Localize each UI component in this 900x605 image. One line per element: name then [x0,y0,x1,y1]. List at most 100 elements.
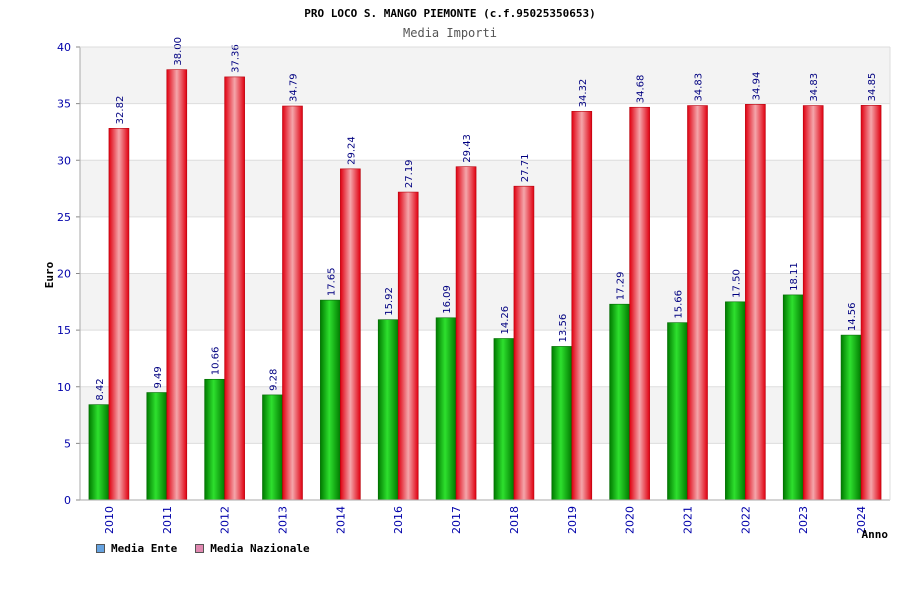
x-tick-label: 2014 [334,506,347,534]
legend-item-media-ente: Media Ente [96,542,177,555]
bar-media-nazionale-2016 [397,191,419,501]
x-tick-label: 2024 [855,506,868,534]
x-tick-label: 2010 [103,506,116,534]
y-tick-label: 35 [57,98,71,111]
data-label: 29.43 [462,134,473,163]
x-tick-label: 2016 [392,506,405,534]
legend-label-media-ente: Media Ente [111,542,178,555]
data-label: 27.71 [520,154,531,183]
x-tick-label: 2023 [797,506,810,534]
legend-label-media-nazionale: Media Nazionale [210,542,310,555]
x-tick-label: 2011 [161,506,174,534]
x-axis-label: Anno [862,528,889,541]
bar-media-ente-2019 [551,346,573,501]
bar-media-ente-2017 [435,317,457,501]
bar-media-ente-2013 [262,394,283,501]
data-label: 15.92 [384,287,395,316]
legend-item-media-nazionale: Media Nazionale [195,542,310,555]
data-label: 9.49 [153,366,164,388]
data-label: 34.83 [809,73,820,102]
bar-media-nazionale-2020 [629,106,650,501]
bar-media-nazionale-2018 [513,185,535,501]
plot-band [80,443,890,500]
data-label: 34.83 [694,73,705,102]
bar-media-ente-2020 [609,303,630,501]
y-tick-label: 40 [57,41,71,54]
x-tick-label: 2019 [566,506,579,534]
data-label: 13.56 [558,314,569,343]
x-tick-label: 2018 [508,506,521,534]
data-label: 8.42 [95,378,106,400]
bar-media-ente-2014 [320,299,341,501]
chart-title: PRO LOCO S. MANGO PIEMONTE (c.f.95025350… [304,7,595,20]
y-tick-label: 10 [57,381,71,394]
y-tick-label: 5 [64,437,71,450]
legend: Media Ente Media Nazionale [96,542,310,555]
data-label: 34.94 [751,72,762,101]
data-label: 34.68 [636,75,647,104]
bar-media-ente-2011 [146,392,168,501]
data-label: 29.24 [346,136,357,165]
legend-swatch-media-nazionale [195,544,205,553]
data-label: 38.00 [173,37,184,66]
plot-band [80,386,890,444]
bar-media-nazionale-2012 [224,76,245,501]
y-tick-label: 25 [57,211,71,224]
x-tick-label: 2020 [624,506,637,534]
data-label: 15.66 [674,290,685,319]
bar-media-ente-2023 [782,294,804,501]
x-tick-label: 2012 [219,506,232,534]
bar-media-ente-2021 [667,322,688,501]
y-tick-label: 20 [57,268,71,281]
bar-media-ente-2010 [88,404,110,501]
x-tick-label: 2017 [450,506,463,534]
data-label: 34.79 [289,73,300,102]
plot-band [80,330,890,387]
bar-media-nazionale-2011 [166,69,188,501]
bar-media-ente-2024 [840,334,862,501]
data-label: 27.19 [404,159,415,188]
bar-media-ente-2016 [377,319,399,501]
chart-subtitle: Media Importi [403,26,497,40]
bars: 8.42 32.82 9.49 38.00 10.66 37.36 9.28 34.79 17.… [88,37,882,501]
data-label: 10.66 [211,347,222,376]
data-label: 37.36 [231,44,242,73]
data-label: 14.56 [847,302,858,331]
data-label: 34.32 [578,79,589,108]
data-label: 9.28 [269,369,280,391]
data-label: 17.50 [731,269,742,298]
bar-media-nazionale-2024 [860,105,882,501]
legend-swatch-media-ente [96,544,105,553]
bar-media-nazionale-2023 [802,105,824,501]
bar-media-ente-2018 [493,338,515,501]
plot-band [80,273,890,331]
plot-band [80,216,890,274]
bar-media-nazionale-2017 [455,166,477,501]
x-tick-label: 2013 [277,506,290,534]
data-label: 17.65 [326,267,337,296]
bar-media-nazionale-2010 [108,128,130,501]
y-axis-label: Euro [43,261,56,288]
bar-media-ente-2022 [725,301,746,501]
x-tick-label: 2021 [682,506,695,534]
data-label: 16.09 [442,285,453,314]
data-label: 14.26 [500,306,511,335]
plot-band [80,103,890,161]
y-tick-label: 0 [64,494,71,507]
bar-media-nazionale-2022 [745,104,766,501]
x-tick-label: 2022 [739,506,752,534]
data-label: 32.82 [115,96,126,125]
data-label: 34.85 [867,73,878,102]
bar-media-nazionale-2013 [282,105,303,501]
bar-media-nazionale-2014 [340,168,361,501]
bar-media-nazionale-2021 [687,105,708,501]
bar-media-ente-2012 [204,378,225,501]
bar-media-nazionale-2019 [571,111,593,501]
y-tick-label: 15 [57,324,71,337]
axes: 0 5 10 15 20 25 30 35 40 2010 2011 2012 2013 2014 2016… [57,41,891,534]
data-label: 18.11 [789,262,800,291]
data-label: 17.29 [616,272,627,301]
plot-band [80,47,890,104]
plot-band [80,160,890,217]
